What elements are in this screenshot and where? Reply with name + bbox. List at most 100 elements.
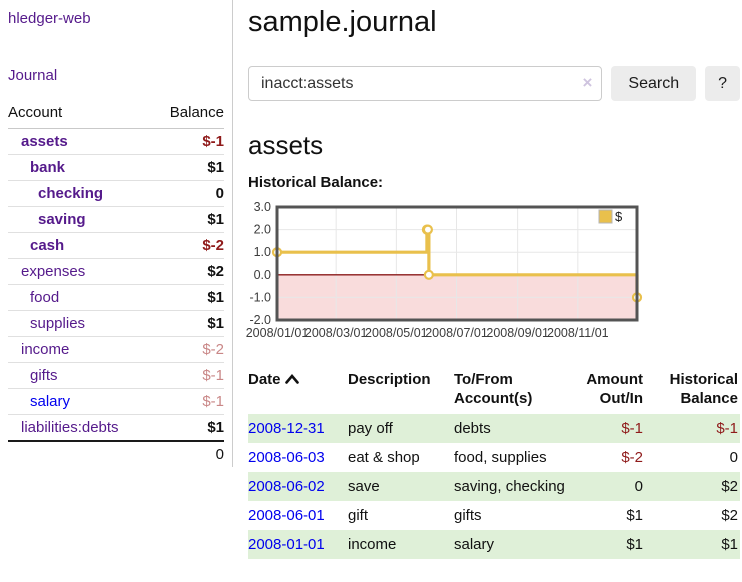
account-balance: $1 [152, 284, 224, 311]
sidebar-account-link[interactable]: food [30, 289, 60, 306]
account-row: expenses $2 [8, 258, 224, 285]
app-layout: hledger-web Journal Account Balance asse… [0, 0, 742, 559]
transaction-amount: 0 [634, 478, 643, 495]
svg-text:1.0: 1.0 [254, 245, 271, 259]
accounts-table-body: assets $-1 bank $1 checking 0 saving $1 cash $-2 e… [8, 129, 224, 441]
svg-text:-1.0: -1.0 [249, 290, 271, 304]
svg-text:0.0: 0.0 [254, 268, 271, 282]
sidebar-account-link[interactable]: income [21, 341, 70, 358]
transaction-balance: $2 [721, 507, 738, 524]
sidebar-account-link[interactable]: checking [38, 185, 104, 202]
transaction-accounts: gifts [454, 507, 482, 524]
transaction-description: pay off [348, 420, 393, 437]
transaction-description: eat & shop [348, 449, 420, 466]
sort-ascending-icon [284, 374, 299, 384]
transaction-date-link[interactable]: 2008-06-03 [248, 449, 325, 466]
svg-text:2008/05/01: 2008/05/01 [365, 326, 428, 340]
transaction-accounts: debts [454, 420, 491, 437]
register-header-description: Description [348, 371, 431, 388]
sidebar-account-link[interactable]: assets [21, 133, 68, 150]
account-balance: $-1 [152, 362, 224, 389]
register-table-body: 2008-12-31 pay off debts $-1 $-1 2008-06-03 ea… [248, 414, 740, 559]
transaction-accounts: saving, checking [454, 478, 565, 495]
transaction-amount: $-2 [621, 449, 643, 466]
transaction-description: income [348, 536, 397, 553]
account-row: checking 0 [8, 180, 224, 207]
account-balance: $-2 [152, 232, 224, 259]
transaction-balance: 0 [729, 449, 738, 466]
svg-text:-2.0: -2.0 [249, 313, 271, 327]
account-row: gifts $-1 [8, 362, 224, 389]
account-balance: $1 [152, 414, 224, 441]
register-header-amount-out-in: Amount Out/In [586, 371, 643, 407]
accounts-total-row: 0 [8, 440, 224, 467]
account-row: cash $-2 [8, 232, 224, 259]
account-balance: $1 [152, 310, 224, 337]
account-balance: $-1 [152, 388, 224, 415]
svg-text:2008/07/01: 2008/07/01 [425, 326, 488, 340]
sidebar: hledger-web Journal Account Balance asse… [0, 0, 233, 467]
transaction-date-link[interactable]: 2008-06-01 [248, 507, 325, 524]
transaction-description: save [348, 478, 380, 495]
sidebar-account-link[interactable]: expenses [21, 263, 86, 280]
accounts-table: Account Balance assets $-1 bank $1 checking 0… [8, 98, 224, 467]
account-balance: $-2 [152, 336, 224, 363]
app-title-link[interactable]: hledger-web [8, 10, 91, 27]
account-balance: $1 [152, 154, 224, 181]
account-row: assets $-1 [8, 129, 224, 155]
help-button[interactable]: ? [705, 66, 740, 101]
sidebar-account-link[interactable]: supplies [30, 315, 86, 332]
sidebar-account-link[interactable]: cash [30, 237, 65, 254]
search-button[interactable]: Search [611, 66, 697, 101]
transaction-amount: $-1 [621, 420, 643, 437]
page-title: sample.journal [248, 6, 437, 38]
search-bar: × Search ? [248, 66, 740, 101]
register-header-to-from-account-s-: To/From Account(s) [454, 371, 533, 407]
account-balance: 0 [152, 180, 224, 207]
sidebar-account-link[interactable]: liabilities:debts [21, 419, 119, 436]
svg-text:2008/09/01: 2008/09/01 [486, 326, 549, 340]
svg-text:2.0: 2.0 [254, 223, 271, 237]
transaction-balance: $1 [721, 536, 738, 553]
register-header-row: Date Description To/From Account(s) Amount … [248, 368, 740, 414]
svg-text:2008/01/01: 2008/01/01 [246, 326, 309, 340]
svg-text:2008/11/01: 2008/11/01 [547, 326, 609, 340]
register-row: 2008-12-31 pay off debts $-1 $-1 [248, 414, 740, 443]
register-header-date[interactable]: Date [248, 368, 348, 414]
sidebar-account-link[interactable]: bank [30, 159, 66, 176]
sidebar-account-link[interactable]: saving [38, 211, 86, 228]
account-row: supplies $1 [8, 310, 224, 337]
sidebar-account-link[interactable]: salary [30, 393, 71, 410]
main-content: sample.journal × Search ? assets Histori… [233, 0, 742, 559]
accounts-total-value: 0 [152, 440, 224, 467]
svg-text:$: $ [615, 209, 623, 224]
transaction-balance: $2 [721, 478, 738, 495]
search-input[interactable] [248, 66, 603, 101]
svg-text:2008/03/01: 2008/03/01 [305, 326, 368, 340]
accounts-header-account: Account [8, 98, 153, 129]
account-row: income $-2 [8, 336, 224, 363]
transaction-date-link[interactable]: 2008-06-02 [248, 478, 325, 495]
transaction-amount: $1 [626, 536, 643, 553]
transaction-date-link[interactable]: 2008-01-01 [248, 536, 325, 553]
svg-text:3.0: 3.0 [254, 200, 271, 214]
sidebar-account-link[interactable]: gifts [30, 367, 58, 384]
register-header-historical-balance: Historical Balance [669, 371, 738, 407]
clear-search-icon[interactable]: × [582, 73, 593, 92]
historical-balance-chart: $3.0 2.0 1.0 0.0 -1.0 -2.0 2008/01/01 2008/03/0… [242, 199, 740, 345]
transaction-date-link[interactable]: 2008-12-31 [248, 420, 325, 437]
account-title: assets [248, 130, 324, 160]
account-balance: $1 [152, 206, 224, 233]
transaction-accounts: food, supplies [454, 449, 547, 466]
transaction-amount: $1 [626, 507, 643, 524]
chart-label: Historical Balance: [248, 174, 384, 191]
account-row: saving $1 [8, 206, 224, 233]
account-balance: $2 [152, 258, 224, 285]
register-row: 2008-01-01 income salary $1 $1 [248, 530, 740, 559]
account-row: liabilities:debts $1 [8, 414, 224, 441]
accounts-header-balance: Balance [152, 98, 224, 129]
sidebar-item-journal[interactable]: Journal [8, 67, 58, 84]
transaction-balance: $-1 [716, 420, 738, 437]
account-balance: $-1 [202, 133, 224, 150]
transaction-accounts: salary [454, 536, 495, 553]
